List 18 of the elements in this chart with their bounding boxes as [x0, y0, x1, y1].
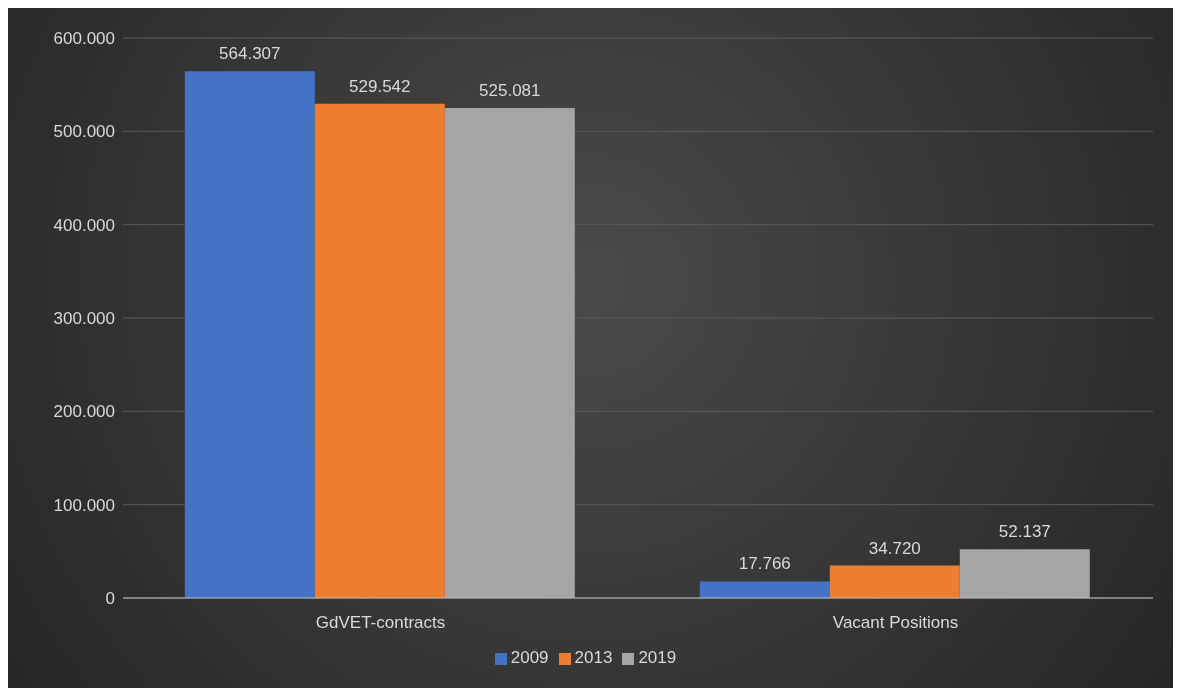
- y-tick-label: 100.000: [53, 495, 115, 515]
- data-label: 525.081: [479, 80, 541, 100]
- y-tick-label: 400.000: [53, 215, 115, 235]
- y-tick-label: 600.000: [53, 29, 115, 49]
- y-tick-label: 300.000: [53, 309, 115, 329]
- y-tick-label: 500.000: [53, 122, 115, 142]
- legend-label: 2009: [510, 648, 549, 667]
- data-label: 529.542: [349, 76, 411, 96]
- y-tick-label: 200.000: [53, 402, 115, 422]
- legend-label: 2013: [574, 648, 613, 667]
- y-tick-label: 0: [105, 589, 115, 609]
- data-label: 564.307: [219, 44, 281, 64]
- x-tick-label: Vacant Positions: [832, 613, 959, 633]
- legend-label: 2019: [638, 648, 677, 667]
- data-label: 52.137: [998, 522, 1051, 542]
- data-label: 34.720: [868, 538, 921, 558]
- data-label: 17.766: [738, 554, 791, 574]
- x-tick-label: GdVET-contracts: [315, 613, 446, 633]
